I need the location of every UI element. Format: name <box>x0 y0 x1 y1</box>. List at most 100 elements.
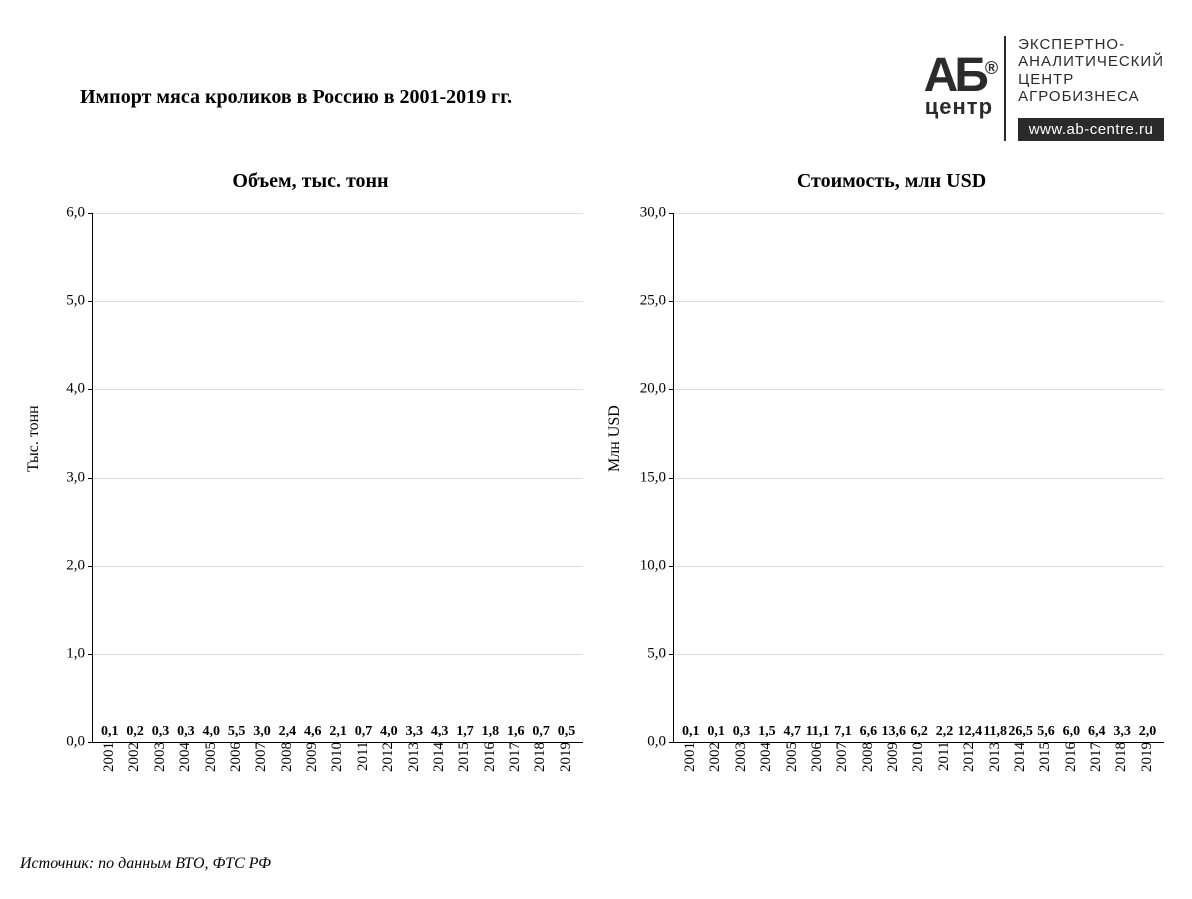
logo-ab-text: АБ® <box>924 57 994 95</box>
bar-slot: 0,1 <box>703 724 728 742</box>
chart-cost-title: Стоимость, млн USD <box>611 170 1172 193</box>
x-label: 2004 <box>173 742 198 776</box>
logo-registered: ® <box>985 58 994 78</box>
x-label: 2005 <box>199 742 224 776</box>
bar-value-label: 4,0 <box>202 724 220 740</box>
bar-value-label: 3,3 <box>405 724 423 740</box>
bar-slot: 26,5 <box>1008 724 1033 742</box>
x-label: 2007 <box>830 742 855 776</box>
bar-value-label: 4,6 <box>304 724 322 740</box>
bar-value-label: 4,0 <box>380 724 398 740</box>
bar-value-label: 6,6 <box>860 724 878 740</box>
bar-slot: 11,1 <box>805 724 830 742</box>
x-label: 2005 <box>780 742 805 776</box>
ytick-label: 5,0 <box>647 645 666 662</box>
bar-slot: 12,4 <box>957 724 982 742</box>
bars-row: 0,10,10,31,54,711,17,16,613,66,22,212,41… <box>674 213 1164 742</box>
ytick-label: 0,0 <box>66 734 85 751</box>
ytick-label: 0,0 <box>647 734 666 751</box>
bar-value-label: 0,3 <box>152 724 170 740</box>
x-label: 2003 <box>729 742 754 776</box>
ytick-label: 20,0 <box>640 381 666 398</box>
bar-slot: 5,5 <box>224 724 249 742</box>
bar-slot: 4,0 <box>199 724 224 742</box>
bar-value-label: 4,7 <box>783 724 801 740</box>
bar-value-label: 0,1 <box>101 724 119 740</box>
bar-value-label: 0,5 <box>558 724 576 740</box>
bar-value-label: 1,8 <box>482 724 500 740</box>
x-label: 2016 <box>1059 742 1084 776</box>
bar-value-label: 2,4 <box>279 724 297 740</box>
bar-slot: 3,3 <box>1109 724 1134 742</box>
ytick-label: 15,0 <box>640 469 666 486</box>
ytick-label: 6,0 <box>66 205 85 222</box>
bar-value-label: 1,5 <box>758 724 776 740</box>
bar-slot: 0,3 <box>173 724 198 742</box>
bar-slot: 3,3 <box>402 724 427 742</box>
logo: АБ® центр ЭКСПЕРТНО- АНАЛИТИЧЕСКИЙ ЦЕНТР… <box>924 36 1164 141</box>
bar-value-label: 3,0 <box>253 724 271 740</box>
bar-value-label: 0,7 <box>355 724 373 740</box>
x-label: 2017 <box>503 742 528 776</box>
x-label: 2010 <box>906 742 931 776</box>
x-label: 2002 <box>122 742 147 776</box>
chart-volume-title: Объем, тыс. тонн <box>30 170 591 193</box>
bar-slot: 6,6 <box>856 724 881 742</box>
bar-value-label: 6,2 <box>910 724 928 740</box>
chart-volume: Объем, тыс. тонн Тыс. тонн 0,01,02,03,04… <box>30 170 591 773</box>
bar-slot: 2,0 <box>1135 724 1160 742</box>
bar-slot: 11,8 <box>983 724 1008 742</box>
bar-slot: 3,0 <box>249 724 274 742</box>
x-label: 2006 <box>224 742 249 776</box>
bar-value-label: 1,6 <box>507 724 525 740</box>
bar-value-label: 0,3 <box>733 724 751 740</box>
x-label: 2017 <box>1084 742 1109 776</box>
x-label: 2011 <box>932 742 957 776</box>
source-text: Источник: по данным ВТО, ФТС РФ <box>20 855 271 873</box>
bar-slot: 0,5 <box>554 724 579 742</box>
logo-tag-line4: АГРОБИЗНЕСА <box>1018 88 1164 105</box>
ytick-label: 1,0 <box>66 645 85 662</box>
x-label: 2015 <box>1033 742 1058 776</box>
x-label: 2018 <box>528 742 553 776</box>
bar-value-label: 0,3 <box>177 724 195 740</box>
bar-value-label: 0,1 <box>682 724 700 740</box>
bar-value-label: 13,6 <box>881 724 906 740</box>
bar-slot: 2,4 <box>275 724 300 742</box>
ytick-label: 4,0 <box>66 381 85 398</box>
ytick-label: 2,0 <box>66 557 85 574</box>
x-label: 2014 <box>427 742 452 776</box>
x-label: 2001 <box>97 742 122 776</box>
chart-cost-ylabel: Млн USD <box>606 405 624 472</box>
chart-volume-ylabel: Тыс. тонн <box>25 405 43 472</box>
bar-value-label: 11,8 <box>983 724 1007 740</box>
bar-slot: 4,3 <box>427 724 452 742</box>
bar-value-label: 6,4 <box>1088 724 1106 740</box>
logo-letters: АБ <box>924 49 985 102</box>
chart-cost-plot: 0,05,010,015,020,025,030,00,10,10,31,54,… <box>673 213 1164 773</box>
ytick-label: 5,0 <box>66 293 85 310</box>
bar-slot: 0,2 <box>122 724 147 742</box>
bar-value-label: 2,0 <box>1139 724 1157 740</box>
bar-value-label: 2,1 <box>329 724 347 740</box>
bar-slot: 1,7 <box>452 724 477 742</box>
bar-value-label: 4,3 <box>431 724 449 740</box>
bar-value-label: 5,5 <box>228 724 246 740</box>
ytick-label: 25,0 <box>640 293 666 310</box>
x-labels-row: 2001200220032004200520062007200820092010… <box>93 742 583 776</box>
logo-tag-line3: ЦЕНТР <box>1018 71 1164 88</box>
bars-row: 0,10,2 0,3 0,3 4,0 5,5 3,0 2,4 4,6 2,1 0,7 4,0 3,3 4… <box>93 213 583 742</box>
bar-slot: 0,7 <box>351 724 376 742</box>
bar-value-label: 3,3 <box>1113 724 1131 740</box>
ytick-label: 10,0 <box>640 557 666 574</box>
x-label: 2011 <box>351 742 376 776</box>
bar-slot: 6,2 <box>906 724 931 742</box>
bar-slot: 6,0 <box>1059 724 1084 742</box>
grid-area: 0,05,010,015,020,025,030,00,10,10,31,54,… <box>673 213 1164 743</box>
x-label: 2019 <box>1135 742 1160 776</box>
bar-value-label: 1,7 <box>456 724 474 740</box>
bar-slot: 13,6 <box>881 724 906 742</box>
x-label: 2006 <box>805 742 830 776</box>
x-label: 2012 <box>376 742 401 776</box>
logo-tag-line2: АНАЛИТИЧЕСКИЙ <box>1018 53 1164 70</box>
